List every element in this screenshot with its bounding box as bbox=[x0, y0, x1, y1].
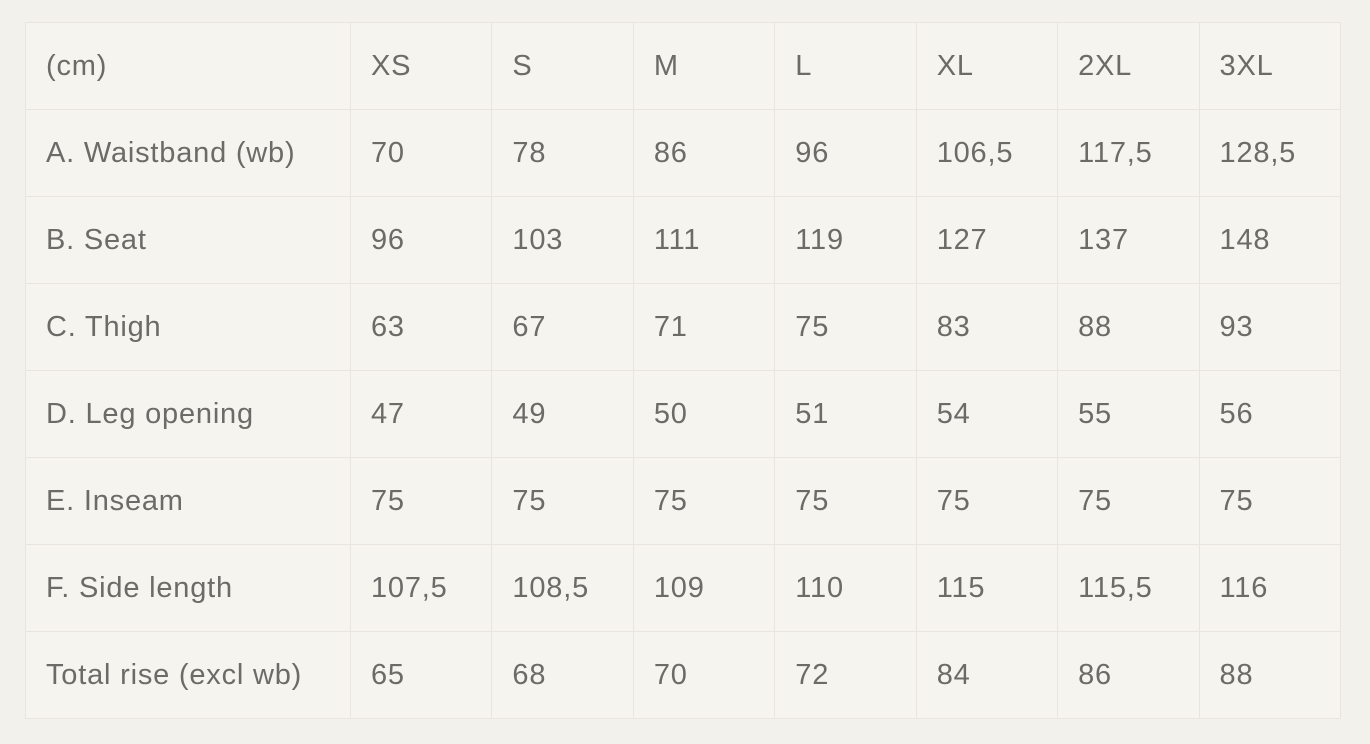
table-row-thigh: C. Thigh 63 67 71 75 83 88 93 bbox=[25, 283, 1342, 371]
size-value-cell: 96 bbox=[349, 196, 493, 284]
column-header-xl: XL bbox=[915, 22, 1059, 110]
column-header-2xl: 2XL bbox=[1057, 22, 1200, 110]
size-value-cell: 75 bbox=[491, 457, 634, 545]
size-value-cell: 86 bbox=[1057, 631, 1200, 719]
size-value-cell: 63 bbox=[349, 283, 493, 371]
size-value-cell: 75 bbox=[1198, 457, 1342, 545]
row-label: B. Seat bbox=[25, 196, 351, 284]
table-row-waistband: A. Waistband (wb) 70 78 86 96 106,5 117,… bbox=[25, 109, 1342, 197]
size-value-cell: 78 bbox=[491, 109, 634, 197]
size-value-cell: 71 bbox=[632, 283, 776, 371]
size-value-cell: 128,5 bbox=[1198, 109, 1342, 197]
size-value-cell: 83 bbox=[915, 283, 1059, 371]
size-value-cell: 55 bbox=[1057, 370, 1200, 458]
unit-header-cell: (cm) bbox=[25, 22, 351, 110]
size-value-cell: 47 bbox=[349, 370, 493, 458]
size-value-cell: 65 bbox=[349, 631, 493, 719]
size-value-cell: 116 bbox=[1198, 544, 1342, 632]
size-value-cell: 119 bbox=[774, 196, 917, 284]
row-label: C. Thigh bbox=[25, 283, 351, 371]
column-header-3xl: 3XL bbox=[1198, 22, 1342, 110]
size-value-cell: 67 bbox=[491, 283, 634, 371]
size-value-cell: 108,5 bbox=[491, 544, 634, 632]
size-value-cell: 75 bbox=[1057, 457, 1200, 545]
column-header-m: M bbox=[632, 22, 776, 110]
size-value-cell: 75 bbox=[349, 457, 493, 545]
size-value-cell: 115 bbox=[915, 544, 1059, 632]
size-value-cell: 103 bbox=[491, 196, 634, 284]
size-value-cell: 106,5 bbox=[915, 109, 1059, 197]
header-row: (cm) XS S M L XL 2XL 3XL bbox=[25, 22, 1342, 110]
row-label: F. Side length bbox=[25, 544, 351, 632]
size-value-cell: 111 bbox=[632, 196, 776, 284]
column-header-l: L bbox=[774, 22, 917, 110]
size-value-cell: 109 bbox=[632, 544, 776, 632]
size-value-cell: 68 bbox=[491, 631, 634, 719]
table-row-total-rise: Total rise (excl wb) 65 68 70 72 84 86 8… bbox=[25, 631, 1342, 719]
size-value-cell: 54 bbox=[915, 370, 1059, 458]
size-value-cell: 56 bbox=[1198, 370, 1342, 458]
column-header-s: S bbox=[491, 22, 634, 110]
size-value-cell: 51 bbox=[774, 370, 917, 458]
size-value-cell: 75 bbox=[774, 283, 917, 371]
table-row-leg-opening: D. Leg opening 47 49 50 51 54 55 56 bbox=[25, 370, 1342, 458]
size-value-cell: 49 bbox=[491, 370, 634, 458]
size-value-cell: 75 bbox=[632, 457, 776, 545]
size-value-cell: 75 bbox=[774, 457, 917, 545]
size-value-cell: 110 bbox=[774, 544, 917, 632]
table-row-side-length: F. Side length 107,5 108,5 109 110 115 1… bbox=[25, 544, 1342, 632]
size-value-cell: 72 bbox=[774, 631, 917, 719]
size-value-cell: 86 bbox=[632, 109, 776, 197]
size-value-cell: 96 bbox=[774, 109, 917, 197]
size-value-cell: 88 bbox=[1057, 283, 1200, 371]
row-label: E. Inseam bbox=[25, 457, 351, 545]
size-value-cell: 107,5 bbox=[349, 544, 493, 632]
size-value-cell: 75 bbox=[915, 457, 1059, 545]
size-value-cell: 127 bbox=[915, 196, 1059, 284]
size-value-cell: 148 bbox=[1198, 196, 1342, 284]
size-value-cell: 93 bbox=[1198, 283, 1342, 371]
table-row-inseam: E. Inseam 75 75 75 75 75 75 75 bbox=[25, 457, 1342, 545]
size-value-cell: 137 bbox=[1057, 196, 1200, 284]
size-value-cell: 70 bbox=[349, 109, 493, 197]
row-label: D. Leg opening bbox=[25, 370, 351, 458]
size-value-cell: 70 bbox=[632, 631, 776, 719]
size-value-cell: 84 bbox=[915, 631, 1059, 719]
row-label: A. Waistband (wb) bbox=[25, 109, 351, 197]
table-row-seat: B. Seat 96 103 111 119 127 137 148 bbox=[25, 196, 1342, 284]
size-value-cell: 88 bbox=[1198, 631, 1342, 719]
size-value-cell: 117,5 bbox=[1057, 109, 1200, 197]
column-header-xs: XS bbox=[349, 22, 493, 110]
size-chart-table: (cm) XS S M L XL 2XL 3XL A. Waistband (w… bbox=[25, 22, 1342, 719]
row-label: Total rise (excl wb) bbox=[25, 631, 351, 719]
size-value-cell: 50 bbox=[632, 370, 776, 458]
size-value-cell: 115,5 bbox=[1057, 544, 1200, 632]
